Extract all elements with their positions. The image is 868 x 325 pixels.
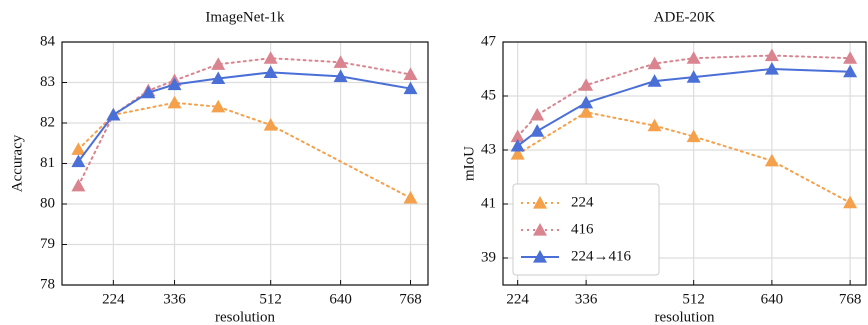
marker (510, 138, 525, 152)
y-tick-label: 39 (481, 249, 496, 265)
marker (263, 51, 278, 64)
x-tick-label: 512 (682, 291, 705, 307)
marker (843, 195, 858, 209)
marker (263, 118, 278, 131)
marker (167, 77, 182, 91)
marker (579, 105, 594, 118)
marker (141, 85, 156, 99)
marker (211, 99, 226, 113)
plot-frame (502, 41, 867, 286)
legend-marker (533, 250, 547, 263)
legend-marker (533, 196, 547, 209)
marker (530, 124, 545, 137)
y-tick-label: 79 (40, 236, 55, 252)
marker (211, 71, 226, 85)
plot-frame (61, 41, 429, 286)
x-tick-label: 640 (761, 291, 784, 307)
y-tick-label: 81 (40, 155, 55, 171)
y-axis-label: Accuracy (9, 134, 25, 192)
series-line (77, 71, 412, 163)
y-tick-label: 83 (40, 74, 55, 90)
marker (686, 129, 701, 143)
marker (403, 190, 418, 204)
marker (167, 95, 182, 109)
y-tick-label: 45 (481, 87, 496, 103)
legend-box (512, 183, 660, 276)
marker (843, 51, 858, 64)
x-tick-label: 224 (506, 291, 529, 307)
x-tick-label: 224 (102, 291, 125, 307)
marker (843, 64, 858, 78)
x-axis-label: resolution (215, 309, 275, 325)
x-tick-label: 336 (575, 291, 598, 307)
x-tick-label: 640 (329, 291, 352, 307)
y-tick-label: 80 (40, 195, 55, 211)
y-tick-label: 47 (481, 33, 497, 49)
legend-label: 224 (571, 194, 594, 210)
marker (686, 51, 701, 64)
legend-marker (533, 223, 547, 236)
x-tick-label: 768 (399, 291, 422, 307)
x-tick-label: 768 (839, 291, 862, 307)
marker (764, 48, 779, 62)
marker (764, 62, 779, 75)
marker (530, 107, 545, 121)
marker (764, 153, 779, 167)
series-line (516, 111, 852, 204)
series-line (77, 101, 412, 199)
marker (333, 69, 348, 83)
chart-title: ADE-20K (654, 9, 716, 25)
marker (403, 81, 418, 95)
y-tick-label: 43 (481, 141, 496, 157)
marker (510, 147, 525, 160)
marker (106, 107, 121, 121)
marker (71, 178, 86, 192)
legend-label: 416 (571, 221, 594, 237)
marker (263, 65, 278, 78)
x-tick-label: 512 (259, 291, 282, 307)
chart-title: ImageNet-1k (205, 9, 285, 25)
marker (71, 142, 86, 155)
x-tick-label: 336 (163, 291, 186, 307)
y-tick-label: 84 (40, 33, 56, 49)
y-axis-label: mIoU (461, 146, 477, 181)
marker (647, 74, 662, 87)
x-axis-label: resolution (655, 309, 715, 325)
marker (686, 70, 701, 83)
marker (71, 154, 86, 168)
marker (403, 67, 418, 80)
series-line (77, 57, 412, 187)
y-tick-label: 41 (481, 195, 496, 211)
marker (647, 118, 662, 132)
marker (647, 56, 662, 70)
y-tick-label: 82 (40, 114, 55, 130)
marker (579, 95, 594, 109)
marker (211, 57, 226, 70)
marker (333, 55, 348, 68)
marker (510, 129, 525, 143)
marker (579, 78, 594, 91)
y-tick-label: 78 (40, 276, 55, 292)
legend-label: 224→416 (571, 248, 632, 264)
